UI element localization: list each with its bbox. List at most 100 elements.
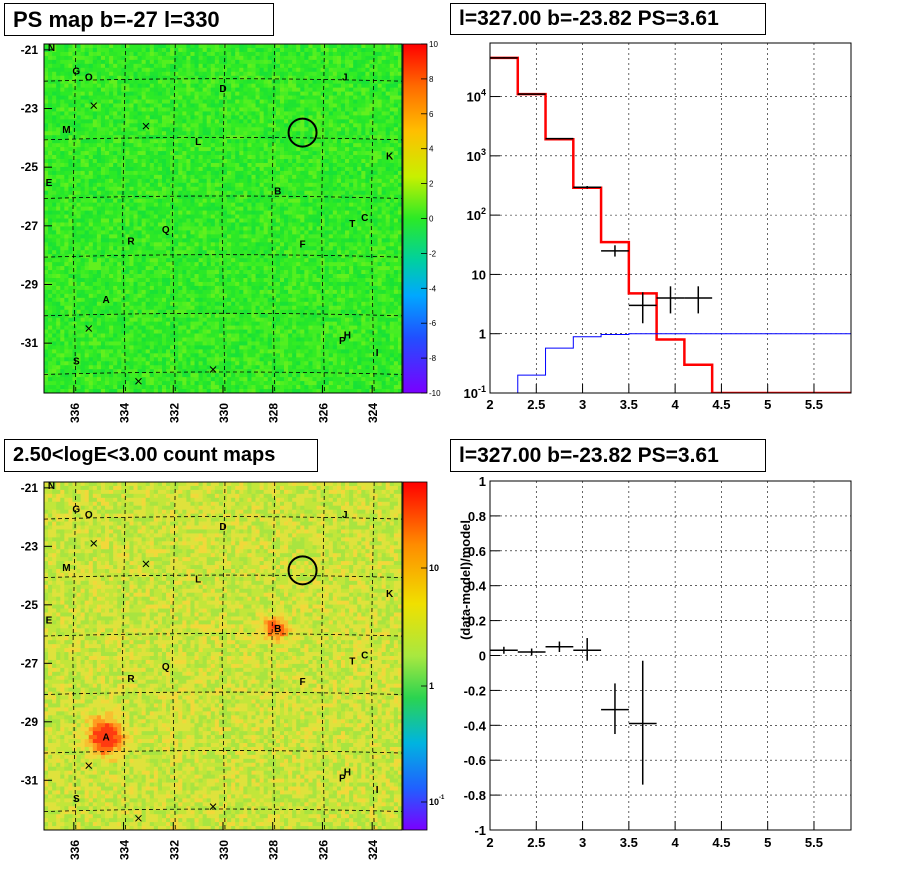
- map-pixel: [80, 230, 86, 235]
- map-pixel: [125, 258, 130, 263]
- map-pixel: [60, 389, 65, 393]
- map-pixel: [153, 277, 159, 283]
- map-pixel: [218, 55, 224, 61]
- map-pixel: [60, 309, 65, 315]
- map-pixel: [259, 262, 265, 267]
- map-pixel: [251, 218, 256, 223]
- map-pixel: [84, 218, 90, 223]
- map-pixel: [84, 349, 90, 354]
- map-pixel: [105, 285, 110, 291]
- map-pixel: [96, 135, 102, 140]
- map-pixel: [247, 385, 252, 390]
- map-pixel: [210, 377, 216, 382]
- map-pixel: [247, 293, 252, 299]
- map-pixel: [145, 297, 151, 303]
- map-pixel: [178, 353, 183, 358]
- map-pixel: [231, 178, 236, 184]
- map-pixel: [194, 99, 199, 104]
- map-pixel: [227, 147, 232, 152]
- map-pixel: [251, 289, 256, 295]
- map-pixel: [157, 151, 163, 156]
- map-pixel: [96, 246, 102, 251]
- map-pixel: [137, 79, 143, 85]
- map-pixel: [76, 289, 82, 295]
- map-pixel: [109, 305, 114, 311]
- map-pixel: [174, 147, 179, 152]
- map-pixel: [186, 274, 191, 279]
- map-pixel: [190, 385, 195, 390]
- map-pixel: [271, 44, 277, 49]
- map-pixel: [178, 262, 183, 267]
- map-pixel: [267, 238, 273, 243]
- map-pixel: [56, 266, 61, 271]
- map-pixel: [186, 71, 191, 77]
- map-pixel: [109, 83, 114, 89]
- map-pixel: [218, 270, 224, 275]
- map-pixel: [223, 325, 228, 330]
- map-pixel: [105, 270, 110, 275]
- map-pixel: [182, 75, 187, 81]
- map-pixel: [153, 79, 159, 85]
- map-pixel: [182, 186, 187, 192]
- map-pixel: [166, 385, 171, 390]
- map-pixel: [263, 238, 269, 243]
- map-pixel: [60, 246, 65, 251]
- map-pixel: [60, 218, 65, 223]
- map-pixel: [84, 67, 90, 73]
- map-pixel: [182, 317, 187, 323]
- map-pixel: [68, 385, 73, 390]
- map-pixel: [271, 230, 277, 235]
- map-pixel: [243, 87, 248, 92]
- map-pixel: [80, 313, 86, 319]
- map-pixel: [96, 234, 102, 239]
- map-pixel: [113, 127, 118, 132]
- map-pixel: [145, 194, 151, 200]
- map-pixel: [255, 289, 261, 295]
- map-pixel: [161, 325, 167, 330]
- map-pixel: [247, 139, 252, 144]
- map-pixel: [239, 151, 244, 156]
- map-pixel: [72, 385, 77, 390]
- map-pixel: [153, 238, 159, 243]
- map-pixel: [117, 131, 122, 136]
- map-pixel: [235, 71, 240, 77]
- map-pixel: [190, 155, 195, 160]
- map-pixel: [182, 63, 187, 69]
- map-pixel: [235, 365, 240, 370]
- map-pixel: [178, 373, 183, 378]
- map-pixel: [48, 91, 53, 96]
- map-pixel: [48, 297, 53, 303]
- map-pixel: [239, 67, 244, 73]
- map-pixel: [243, 337, 248, 342]
- map-pixel: [48, 55, 53, 61]
- map-pixel: [100, 198, 106, 204]
- map-pixel: [113, 293, 118, 299]
- map-pixel: [235, 87, 240, 92]
- map-pixel: [133, 353, 138, 358]
- map-pixel: [227, 317, 232, 323]
- map-pixel: [186, 345, 191, 350]
- map-pixel: [267, 226, 273, 231]
- map-pixel: [72, 222, 77, 227]
- map-pixel: [231, 365, 236, 370]
- map-pixel: [125, 389, 130, 393]
- map-pixel: [52, 238, 57, 243]
- map-pixel: [149, 186, 155, 192]
- map-pixel: [113, 135, 118, 140]
- map-pixel: [214, 281, 220, 287]
- map-pixel: [259, 349, 265, 354]
- map-pixel: [92, 143, 98, 148]
- map-pixel: [141, 250, 147, 255]
- map-pixel: [88, 349, 94, 354]
- map-pixel: [247, 194, 252, 200]
- map-pixel: [109, 262, 114, 267]
- map-pixel: [76, 277, 82, 283]
- map-pixel: [100, 135, 106, 140]
- map-pixel: [235, 345, 240, 350]
- map-pixel: [113, 285, 118, 291]
- map-pixel: [105, 258, 110, 263]
- map-pixel: [190, 369, 195, 374]
- map-pixel: [243, 389, 248, 393]
- map-pixel: [145, 139, 151, 144]
- map-pixel: [129, 242, 134, 247]
